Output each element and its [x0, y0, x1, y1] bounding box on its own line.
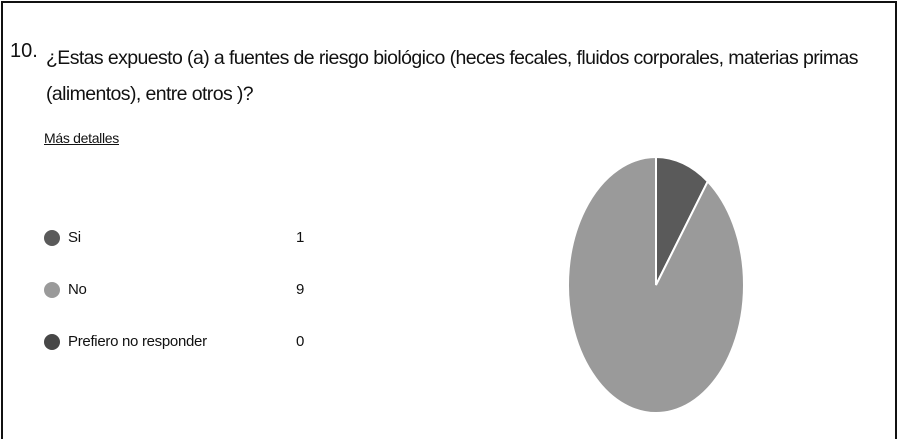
legend-value: 1	[296, 229, 304, 246]
legend-value: 0	[296, 333, 304, 350]
question-number: 10.	[10, 40, 38, 62]
legend-label: No	[68, 281, 87, 298]
question-title: ¿Estas expuesto (a) a fuentes de riesgo …	[46, 47, 859, 105]
legend-swatch	[44, 334, 60, 350]
legend-swatch	[44, 230, 60, 246]
legend-label: Prefiero no responder	[68, 333, 207, 350]
legend-swatch	[44, 282, 60, 298]
pie-slice	[655, 155, 709, 286]
details-link[interactable]: Más detalles	[44, 130, 119, 146]
legend-value: 9	[296, 281, 304, 298]
legend-label: Si	[68, 229, 81, 246]
